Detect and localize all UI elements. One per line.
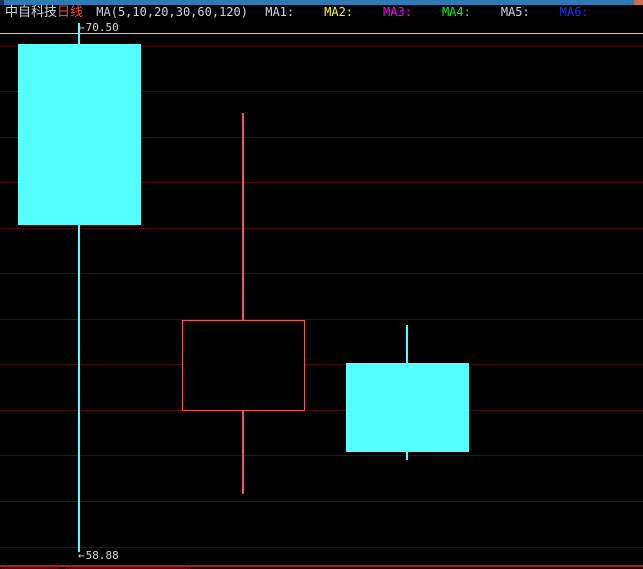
low-price-annotation: ←58.88 — [78, 550, 119, 561]
price-gridline — [0, 273, 643, 274]
ma6-label: MA6: — [559, 5, 589, 19]
window-control-button[interactable] — [634, 0, 643, 5]
stock-name[interactable]: 中自科技 — [5, 5, 58, 20]
price-gridline — [0, 410, 643, 411]
price-gridline — [0, 91, 643, 92]
period-label[interactable]: 日线 — [57, 5, 84, 20]
high-price-label: 70.50 — [85, 21, 119, 34]
price-gridline — [0, 137, 643, 138]
ma3-label: MA3: — [383, 5, 412, 19]
ma2-label: MA2: — [324, 5, 354, 19]
window-title-strip — [0, 0, 643, 5]
candle-body[interactable] — [346, 363, 469, 452]
chart-info-bar: 中自科技日线 MA(5,10,20,30,60,120) MA1: MA2: MA3… — [5, 5, 641, 20]
ma-labels-group: MA1: MA2: MA3: MA4: MA5: MA6: — [265, 5, 618, 19]
price-gridline — [0, 364, 643, 365]
bottom-border-line — [0, 565, 643, 567]
ma5-label: MA5: — [500, 5, 530, 19]
candle-wick — [242, 113, 244, 494]
candle-body[interactable] — [18, 44, 141, 225]
price-gridline — [0, 501, 643, 502]
left-arrow-icon: ← — [78, 21, 85, 34]
candle-wick — [78, 23, 80, 552]
ma1-label: MA1: — [265, 5, 295, 19]
bottom-scrollbar-segment[interactable] — [2, 567, 58, 569]
price-gridline — [0, 46, 643, 47]
price-gridline — [0, 455, 643, 456]
candle-body[interactable] — [182, 320, 305, 411]
window-corner-decoration — [0, 0, 4, 5]
price-gridline — [0, 547, 643, 548]
price-gridline — [0, 319, 643, 320]
chart-top-separator — [0, 33, 643, 34]
ma4-label: MA4: — [441, 5, 471, 19]
price-gridline — [0, 182, 643, 183]
ma-settings-label: MA(5,10,20,30,60,120) — [96, 5, 248, 19]
bottom-scrollbar-segment[interactable] — [66, 567, 190, 569]
low-price-label: 58.88 — [85, 549, 119, 562]
left-arrow-icon: ← — [78, 549, 85, 562]
high-price-annotation: ←70.50 — [78, 22, 119, 33]
price-gridline — [0, 228, 643, 229]
bottom-scrollbar-track[interactable] — [0, 567, 643, 569]
